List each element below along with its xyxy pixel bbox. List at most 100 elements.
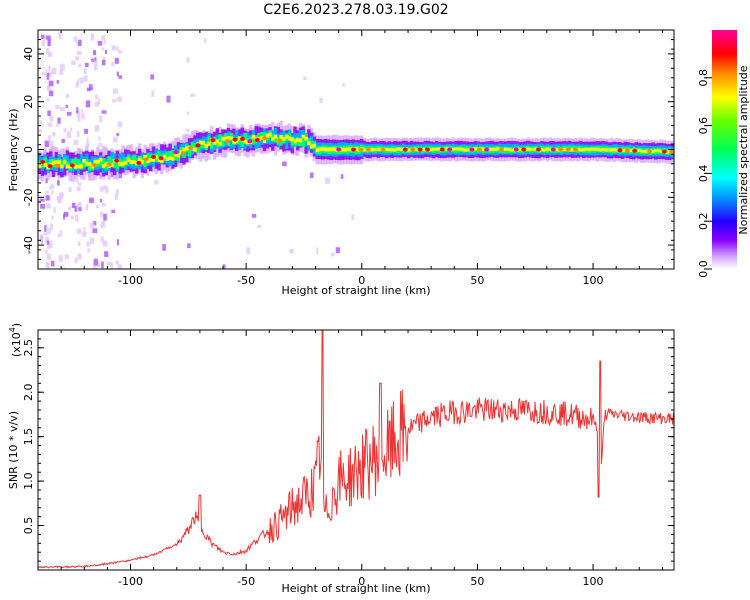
heatmap-cell [38, 153, 42, 168]
heatmap-cell [88, 84, 93, 91]
heatmap-cell [71, 202, 76, 209]
heatmap-cell [162, 154, 167, 159]
heatmap-cell [459, 147, 464, 151]
heatmap-cell [97, 40, 103, 46]
heatmap-cell [572, 147, 578, 152]
colorbar-tick-label: 0.4 [697, 165, 710, 183]
heatmap-cell [402, 147, 408, 152]
heatmap-cell [39, 234, 44, 242]
heatmap-cell [331, 252, 335, 257]
heatmap-cell [137, 157, 142, 162]
heatmap-cell [437, 147, 442, 151]
heatmap-cell [77, 116, 81, 122]
heatmap-cell [129, 160, 133, 164]
heatmap-cell [562, 147, 566, 151]
snr-ytick-label: 1.5 [22, 428, 35, 446]
heatmap-cell [325, 177, 330, 184]
heatmap-cell [587, 148, 591, 152]
heatmap-cell [56, 80, 60, 84]
heatmap-cell [117, 96, 122, 102]
heatmap-cell [87, 162, 92, 166]
heatmap-cell [348, 147, 353, 152]
heatmap-cell [92, 221, 97, 226]
heatmap-cell [101, 157, 106, 166]
figure-title: C2E6.2023.278.03.19.G02 [263, 2, 448, 18]
colorbar-gradient [712, 30, 737, 269]
heatmap-cell [96, 159, 100, 164]
heatmap-cell [101, 220, 106, 225]
heatmap-cell [251, 136, 256, 145]
heatmap-cell [79, 164, 84, 169]
heatmap-cell [659, 149, 664, 153]
heatmap-cell [271, 136, 275, 141]
heatmap-cell [117, 264, 122, 269]
heatmap-cell [312, 143, 317, 148]
heatmap-cell [102, 56, 106, 62]
heatmap-cell [637, 148, 641, 152]
heatmap-cell [146, 153, 150, 162]
heatmap-cell [115, 161, 120, 170]
heatmap-cell [44, 225, 47, 232]
heatmap-cell [198, 140, 203, 149]
heatmap-cell [545, 147, 550, 151]
heatmap-cell [540, 148, 544, 152]
heatmap-cell [182, 147, 186, 152]
heatmap-cell [232, 140, 236, 145]
heatmap-cell [198, 140, 203, 145]
heatmap-cell [132, 159, 136, 164]
heatmap-cell [293, 139, 297, 144]
heatmap-cell [57, 160, 61, 165]
heatmap-cell [91, 83, 95, 88]
heatmap-cell [570, 148, 575, 152]
heatmap-cell [84, 62, 89, 68]
heatmap-cell [82, 232, 87, 237]
heatmap-cell [104, 49, 107, 55]
heatmap-cell [47, 244, 51, 249]
heatmap-cell [251, 134, 256, 139]
heatmap-cell [115, 260, 119, 265]
heatmap-cell [46, 85, 51, 91]
heatmap-cell [65, 104, 69, 109]
heatmap-cell [46, 253, 51, 260]
heatmap-cell [298, 138, 303, 143]
heatmap-cell [190, 142, 195, 151]
heatmap-cell [548, 148, 553, 152]
heatmap-cell [91, 162, 97, 167]
heatmap-cell [393, 148, 397, 152]
heatmap-cell [521, 147, 527, 152]
heatmap-cell [110, 263, 114, 269]
heatmap-cell [41, 40, 46, 47]
heatmap-cell [629, 148, 633, 153]
heatmap-cell [89, 197, 94, 203]
heatmap-cell [56, 180, 60, 186]
heatmap-cell [543, 148, 547, 152]
heatmap-cell [469, 147, 475, 152]
heatmap-cell [126, 157, 131, 162]
heatmap-cell [62, 160, 67, 165]
heatmap-cell [114, 158, 120, 163]
heatmap-cell [111, 209, 116, 214]
heatmap-cell [526, 147, 530, 151]
heatmap-cell [340, 174, 344, 179]
heatmap-cell [432, 147, 436, 151]
heatmap-cell [318, 147, 322, 152]
heatmap-cell [554, 147, 558, 151]
heatmap-cell [157, 151, 161, 160]
heatmap-cell [531, 147, 536, 151]
heatmap-cell [447, 147, 453, 152]
heatmap-cell [48, 80, 54, 87]
heatmap-cell [76, 110, 81, 118]
heatmap-cell [109, 209, 113, 213]
heatmap-cell [136, 160, 142, 165]
heatmap-cell [146, 159, 150, 164]
heatmap-cell [76, 186, 81, 191]
heatmap-cell [93, 265, 96, 269]
heatmap-cell [465, 148, 469, 152]
heatmap-cell [87, 248, 90, 253]
heatmap-cell [235, 130, 239, 144]
heatmap-cell [590, 147, 594, 151]
heatmap-cell [112, 99, 117, 103]
heatmap-cell [50, 260, 55, 267]
heatmap-cell [457, 147, 461, 151]
heatmap-cell [87, 162, 92, 171]
